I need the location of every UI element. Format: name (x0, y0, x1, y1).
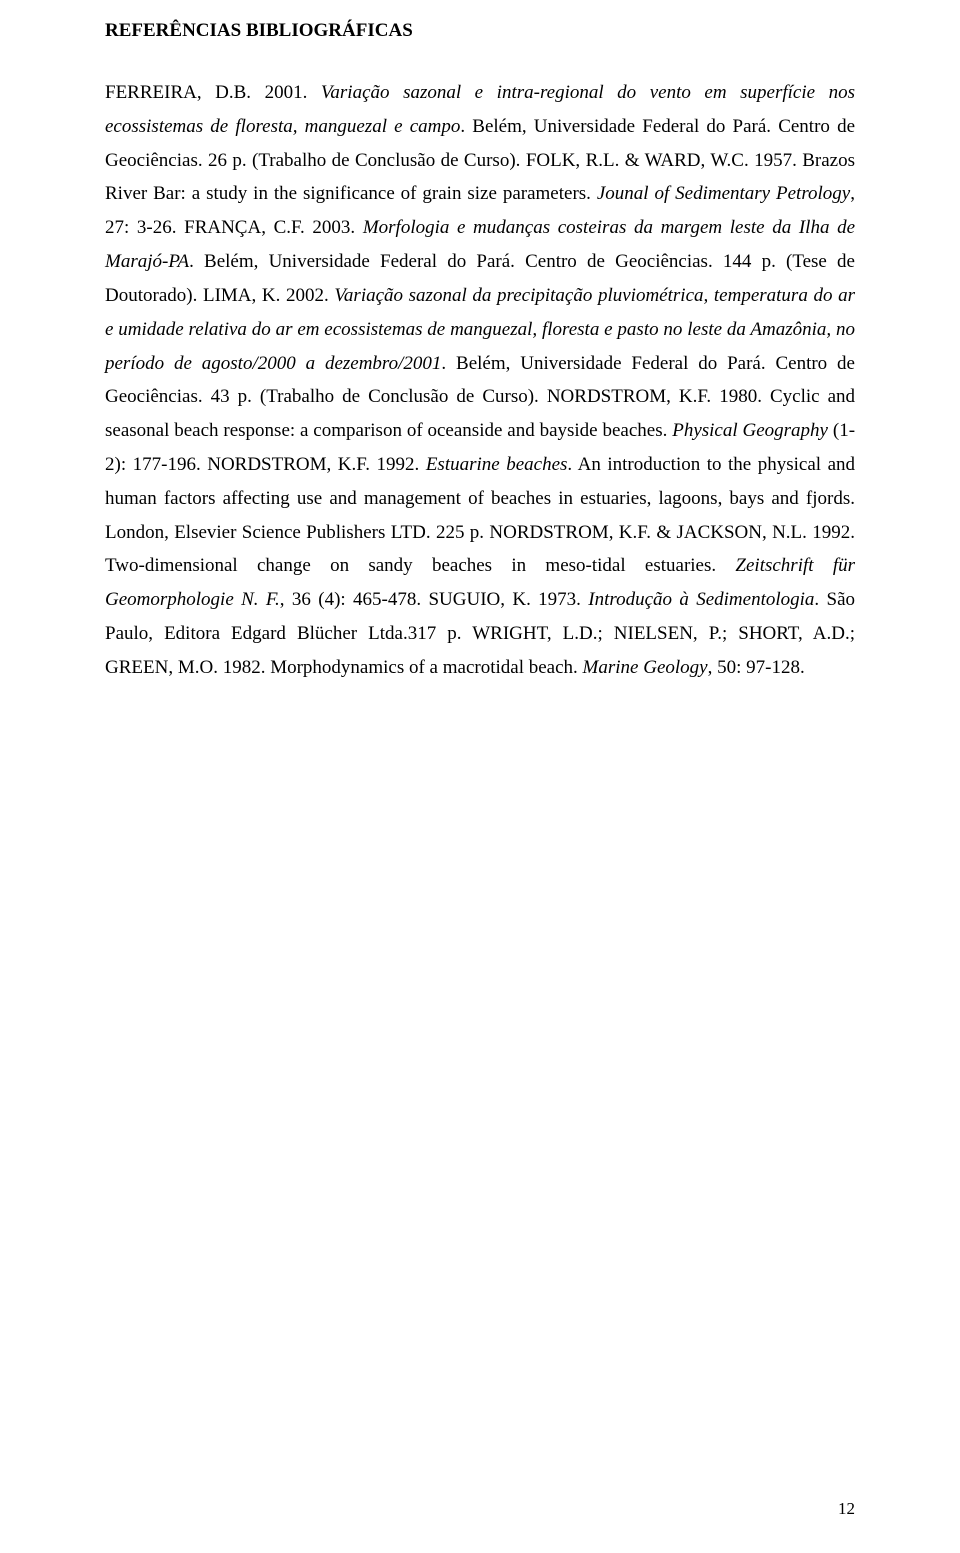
reference-text: Marine Geology (583, 657, 708, 678)
reference-text: LIMA, K. 2002. (203, 285, 334, 306)
references-block: FERREIRA, D.B. 2001. Variação sazonal e … (105, 76, 855, 685)
page-number: 12 (838, 1499, 855, 1519)
section-title: REFERÊNCIAS BIBLIOGRÁFICAS (105, 20, 855, 42)
page: REFERÊNCIAS BIBLIOGRÁFICAS FERREIRA, D.B… (0, 0, 960, 1553)
reference-text: Jounal of Sedimentary Petrology (597, 183, 850, 204)
reference-text: Introdução à Sedimentologia (588, 589, 814, 610)
reference-text: SUGUIO, K. 1973. (428, 589, 588, 610)
reference-text: , 50: 97-128. (708, 657, 805, 678)
reference-text: NORDSTROM, K.F. 1992. (207, 454, 426, 475)
reference-text: FERREIRA, D.B. 2001. (105, 82, 321, 103)
reference-text: FRANÇA, C.F. 2003. (184, 217, 363, 238)
reference-text: , 36 (4): 465-478. (280, 589, 421, 610)
reference-text: Estuarine beaches (426, 454, 568, 475)
reference-text: Physical Geography (672, 420, 828, 441)
